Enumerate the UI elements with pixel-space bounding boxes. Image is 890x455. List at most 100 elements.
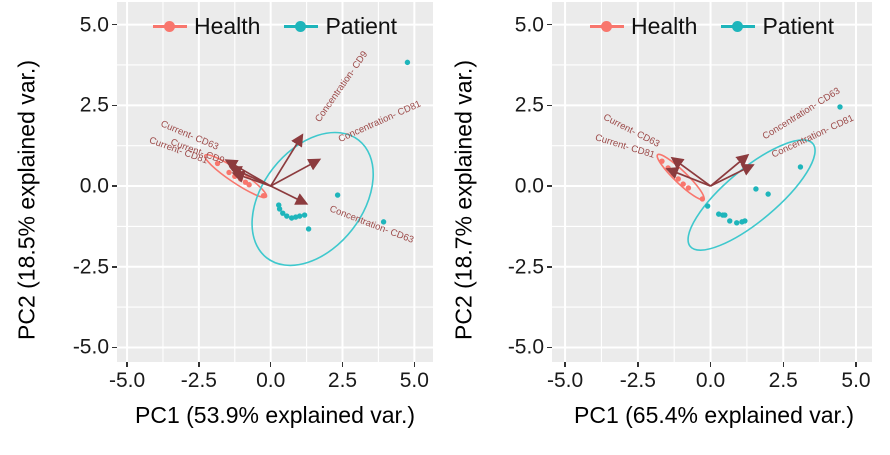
data-point-health [260, 193, 267, 199]
x-tick-mark [709, 362, 712, 367]
y-tick-label: 0.0 [79, 174, 109, 198]
y-tick-label: -2.5 [72, 255, 109, 279]
data-point-health [659, 158, 665, 164]
plot-panel-left: Concentration- CD9 Concentration- CD81 Con… [117, 2, 433, 362]
y-tick-mark [547, 346, 552, 349]
data-point-health [214, 160, 221, 167]
x-tick-label: -5.0 [546, 369, 584, 392]
x-axis-title-right: PC1 (65.4% explained var.) [574, 402, 854, 428]
y-tick-mark [547, 23, 552, 26]
loading-arrow [270, 158, 322, 187]
x-tick-label: 5.0 [841, 369, 871, 392]
y-tick-mark [547, 104, 552, 107]
data-point-patient [305, 226, 312, 232]
data-point-health [680, 181, 686, 187]
x-tick-label: -2.5 [180, 369, 217, 392]
data-point-patient [404, 59, 411, 66]
data-point-patient [704, 203, 711, 209]
legend-key-health [152, 21, 187, 33]
data-point-health [246, 182, 252, 188]
data-point-patient [734, 220, 740, 226]
legend-item-health: Health [589, 13, 698, 39]
data-point-patient [334, 192, 341, 198]
loading-arrow [670, 156, 712, 187]
legend-label-health: Health [193, 13, 261, 39]
data-point-patient [765, 191, 771, 197]
legend-key-patient [721, 21, 756, 33]
y-tick-mark [112, 23, 117, 26]
data-point-health [675, 176, 681, 182]
data-point-patient [722, 212, 728, 218]
data-point-patient [276, 206, 283, 212]
loading-arrow [665, 166, 711, 187]
y-tick-mark [547, 266, 552, 268]
loading-arrow [710, 164, 755, 187]
x-tick-label: 2.5 [768, 369, 798, 392]
legend-left: Health Patient [117, 15, 433, 38]
confidence-ellipse [687, 139, 816, 251]
data-point-patient [742, 218, 748, 224]
x-tick-mark [413, 362, 416, 367]
legend-label-patient: Patient [325, 13, 398, 39]
loading-arrow [270, 185, 309, 205]
loading-arrow [710, 153, 750, 187]
legend-label-patient: Patient [762, 13, 835, 39]
x-tick-mark [341, 362, 344, 367]
x-tick-mark [637, 362, 639, 367]
x-axis-title-left: PC1 (53.9% explained var.) [135, 402, 415, 428]
legend-key-patient [284, 21, 319, 33]
y-tick-label: 5.0 [514, 13, 544, 37]
data-point-patient [715, 211, 722, 217]
data-point-patient [380, 219, 387, 225]
data-point-patient [753, 186, 759, 192]
y-tick-label: 2.5 [79, 93, 109, 117]
x-tick-mark [198, 362, 200, 367]
loading-arrow [269, 133, 304, 187]
legend-dot-icon [732, 21, 744, 32]
group-ellipse-health [656, 153, 705, 201]
data-point-patient [280, 210, 286, 216]
y-tick-mark [547, 185, 552, 187]
data-point-health [685, 185, 692, 191]
data-point-patient [797, 164, 804, 170]
y-tick-mark [112, 266, 117, 268]
x-tick-mark [126, 362, 128, 367]
x-tick-mark [564, 362, 566, 367]
x-tick-mark [782, 362, 785, 367]
data-point-patient [297, 213, 303, 219]
legend-right: Health Patient [552, 15, 872, 38]
legend-item-patient: Patient [721, 15, 834, 38]
y-tick-label: -5.0 [507, 335, 544, 359]
y-tick-label: -5.0 [72, 335, 109, 359]
y-axis-title-right: PC2 (18.7% explained var.) [450, 60, 477, 340]
y-tick-mark [112, 185, 117, 187]
confidence-ellipse [656, 153, 705, 201]
y-tick-mark [112, 104, 117, 107]
legend-item-patient: Patient [284, 15, 397, 38]
legend-key-health [589, 21, 624, 33]
y-tick-label: 5.0 [79, 13, 109, 37]
data-point-patient [301, 212, 308, 218]
legend-label-health: Health [630, 13, 698, 39]
x-tick-label: 5.0 [399, 369, 429, 392]
data-point-health [699, 196, 706, 202]
x-tick-label: 0.0 [695, 369, 726, 392]
x-tick-mark [855, 362, 857, 367]
x-tick-mark [269, 362, 272, 367]
legend-item-health: Health [152, 13, 261, 39]
y-tick-label: 2.5 [514, 93, 544, 117]
x-tick-label: -2.5 [619, 369, 656, 392]
legend-dot-icon [163, 21, 175, 32]
legend-dot-icon [600, 21, 612, 32]
group-ellipse-patient [687, 139, 816, 251]
x-tick-label: -5.0 [108, 369, 146, 392]
y-tick-label: 0.0 [514, 174, 544, 198]
y-tick-label: -2.5 [507, 255, 544, 279]
legend-dot-icon [295, 21, 307, 32]
loading-arrow [228, 166, 272, 187]
